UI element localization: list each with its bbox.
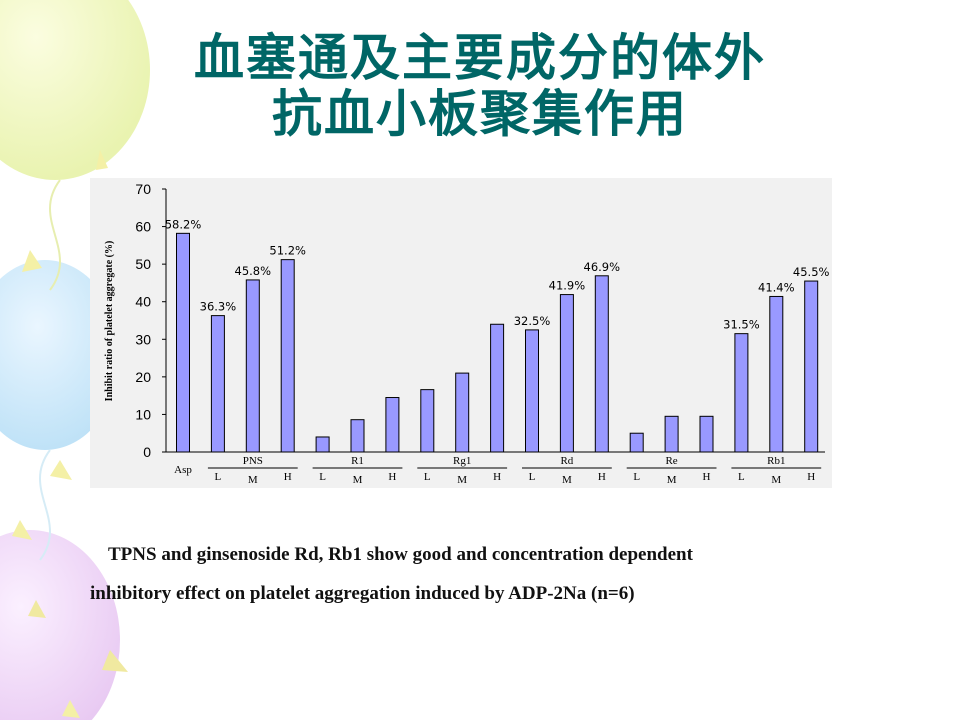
data-label: 45.5% bbox=[793, 265, 830, 279]
bar-r1-l bbox=[315, 436, 330, 453]
level-label: L bbox=[738, 471, 745, 483]
bar-rd-h bbox=[594, 275, 609, 453]
group-label: Rg1 bbox=[453, 455, 471, 467]
bar-rg1-h bbox=[490, 323, 505, 453]
bar-rb1-m bbox=[769, 295, 784, 453]
level-label: M bbox=[353, 474, 363, 486]
bar-rb1-l bbox=[734, 333, 749, 453]
bar-re-h bbox=[699, 415, 714, 453]
level-label: M bbox=[248, 474, 258, 486]
level-label: H bbox=[284, 471, 292, 483]
group-label: Re bbox=[665, 455, 677, 467]
bar-rb1-h bbox=[804, 280, 819, 453]
bar-pns-m bbox=[245, 279, 260, 453]
blue-balloon-icon bbox=[0, 260, 120, 450]
bar-re-l bbox=[629, 432, 644, 453]
level-label: H bbox=[493, 471, 501, 483]
bar-rd-m bbox=[559, 294, 574, 453]
slide-title-line2: 抗血小板聚集作用 bbox=[272, 85, 688, 143]
bar-rg1-l bbox=[420, 389, 435, 453]
level-label: H bbox=[388, 471, 396, 483]
group-label: Rd bbox=[560, 455, 573, 467]
level-label: H bbox=[598, 471, 606, 483]
bar-pns-h bbox=[280, 259, 295, 453]
level-label: M bbox=[562, 474, 572, 486]
level-label: H bbox=[703, 471, 711, 483]
y-tick-label: 10 bbox=[135, 406, 151, 422]
level-label: M bbox=[457, 474, 467, 486]
bar-r1-m bbox=[350, 419, 365, 453]
data-label: 32.5% bbox=[514, 314, 551, 328]
data-label: 36.3% bbox=[200, 300, 237, 314]
bar-chart: 0 10 20 30 40 50 60 70 Inhibit ratio of platelet… bbox=[104, 181, 830, 486]
level-label: M bbox=[667, 474, 677, 486]
data-label: 41.4% bbox=[758, 280, 795, 294]
level-label: L bbox=[633, 471, 640, 483]
data-label: 41.9% bbox=[549, 279, 586, 293]
group-label: R1 bbox=[351, 455, 364, 467]
y-axis-title: Inhibit ratio of platelet aggregate (%) bbox=[104, 241, 115, 402]
bar-rg1-m bbox=[455, 372, 470, 453]
level-label: L bbox=[424, 471, 431, 483]
slide-title-line1: 血塞通及主要成分的体外 bbox=[194, 29, 766, 87]
data-label: 31.5% bbox=[723, 318, 760, 332]
bar-r1-h bbox=[385, 397, 400, 453]
bar-rd-l bbox=[525, 329, 539, 453]
data-label: 46.9% bbox=[584, 260, 621, 274]
y-tick-label: 0 bbox=[143, 444, 151, 460]
y-tick-label: 60 bbox=[135, 219, 151, 235]
level-label: L bbox=[319, 471, 326, 483]
bar-pns-l bbox=[210, 315, 225, 453]
data-label: 58.2% bbox=[165, 217, 202, 231]
y-tick-label: 20 bbox=[135, 369, 151, 385]
level-label: L bbox=[529, 471, 536, 483]
level-label: H bbox=[807, 471, 815, 483]
group-label: Rb1 bbox=[767, 455, 785, 467]
level-label: L bbox=[215, 471, 222, 483]
y-tick-label: 30 bbox=[135, 331, 151, 347]
y-tick-label: 40 bbox=[135, 294, 151, 310]
purple-balloon-icon bbox=[0, 530, 120, 720]
data-label: 45.8% bbox=[235, 264, 272, 278]
yellow-balloon-icon bbox=[0, 0, 150, 180]
caption-line1: TPNS and ginsenoside Rd, Rb1 show good a… bbox=[108, 544, 693, 565]
chart-panel: 0 10 20 30 40 50 60 70 Inhibit ratio of platelet… bbox=[90, 178, 832, 488]
bar-re-m bbox=[664, 415, 679, 453]
bar-asp bbox=[176, 232, 190, 453]
y-tick-label: 50 bbox=[135, 256, 151, 272]
data-label: 51.2% bbox=[269, 244, 306, 258]
group-label: Asp bbox=[174, 464, 192, 476]
group-label: PNS bbox=[243, 455, 263, 467]
caption-line2: inhibitory effect on platelet aggregatio… bbox=[90, 583, 635, 604]
level-label: M bbox=[771, 474, 781, 486]
y-tick-label: 70 bbox=[135, 181, 151, 197]
